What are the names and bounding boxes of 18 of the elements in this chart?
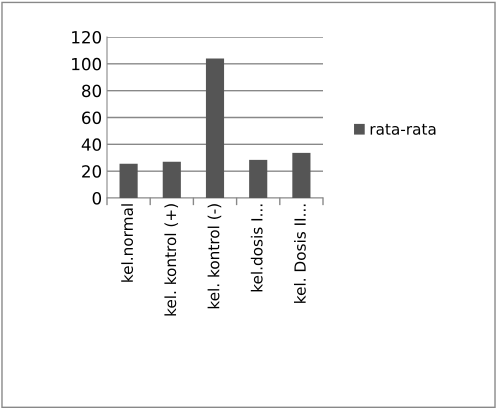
- y-tick-label: 60: [82, 111, 102, 124]
- y-tick-label: 120: [72, 30, 102, 44]
- y-tick-label: 0: [92, 192, 102, 205]
- bar: [206, 58, 224, 198]
- bar: [162, 162, 181, 198]
- bar: [249, 160, 268, 198]
- x-tick-label: kel. kontrol (+): [164, 204, 178, 316]
- x-tick-label: kel.normal: [121, 204, 134, 282]
- y-tick-label: 20: [82, 165, 102, 178]
- legend-label: rata-rata: [370, 124, 436, 135]
- y-tick-label: 80: [82, 84, 102, 98]
- y-tick-label: 40: [82, 138, 102, 151]
- x-tick-label: kel. Dosis II...: [294, 204, 306, 303]
- y-tick-label: 100: [72, 58, 102, 70]
- bar: [292, 152, 310, 198]
- x-tick-label: kel.dosis I...: [250, 204, 263, 292]
- x-tick-label: kel. kontrol (-): [208, 204, 222, 308]
- bar: [120, 164, 138, 198]
